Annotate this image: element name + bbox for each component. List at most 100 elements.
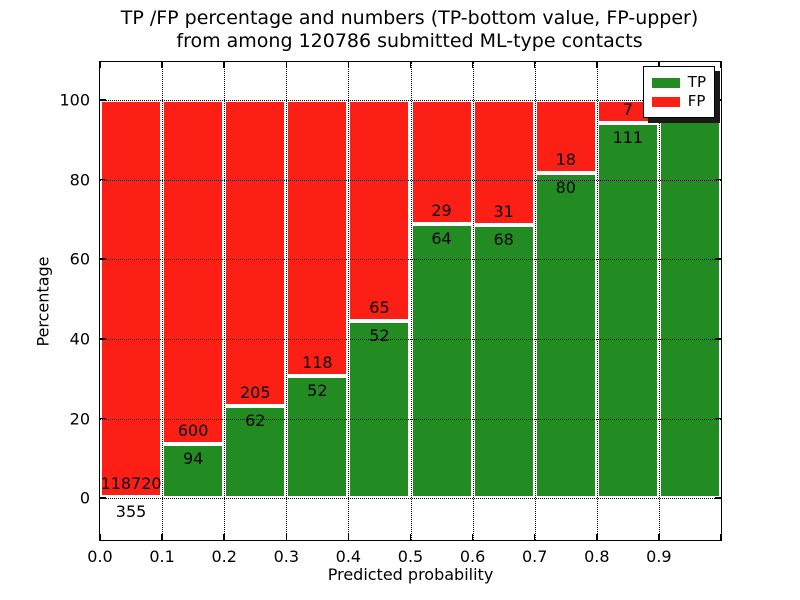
legend-item-tp: TP — [651, 73, 706, 91]
bar-segment-fp — [162, 99, 225, 445]
y-tick-mark — [715, 417, 721, 420]
x-tick-mark — [596, 534, 598, 540]
x-tick-mark — [99, 62, 101, 68]
grid-line-vertical — [286, 62, 288, 540]
grid-line-horizontal — [100, 179, 721, 181]
grid-line-vertical — [162, 62, 164, 540]
y-tick-mark — [715, 338, 721, 340]
x-tick-mark — [720, 62, 722, 68]
bar-segment-fp — [100, 99, 163, 497]
y-tick-label: 60 — [69, 249, 90, 269]
x-tick-mark — [347, 62, 350, 68]
y-tick-mark — [100, 178, 106, 181]
x-tick-label: 0.4 — [335, 547, 362, 566]
bar-segment-fp — [348, 99, 411, 322]
y-tick-mark — [100, 338, 106, 340]
chart-title-line2: from among 120786 submitted ML-type cont… — [176, 30, 643, 52]
legend-label-tp: TP — [687, 73, 706, 91]
legend-swatch-fp — [651, 96, 680, 107]
y-tick-label: 80 — [69, 170, 90, 189]
bar-segment-tp — [286, 376, 349, 499]
grid-line-vertical — [348, 62, 350, 540]
x-tick-mark — [347, 534, 350, 540]
tp-count-label: 355 — [115, 501, 147, 521]
y-tick-label: 0 — [79, 488, 90, 508]
bar-segment-tp — [658, 99, 721, 499]
grid-line-horizontal — [100, 259, 721, 261]
y-tick-mark — [100, 497, 106, 499]
x-tick-label: 0.3 — [273, 547, 300, 566]
x-tick-mark — [658, 534, 660, 540]
legend-item-fp: FP — [651, 92, 706, 110]
legend-label-fp: FP — [687, 92, 706, 110]
bar-segment-fp — [410, 99, 473, 225]
x-tick-mark — [223, 534, 225, 540]
grid-line-vertical — [410, 62, 412, 540]
legend: TP FP — [642, 66, 715, 118]
x-tick-label: 0.8 — [584, 547, 610, 566]
x-tick-mark — [285, 62, 288, 68]
fp-count-label: 205 — [239, 382, 271, 402]
fp-count-label: 7 — [622, 100, 633, 120]
y-tick-mark — [100, 258, 106, 260]
x-tick-mark — [285, 534, 288, 540]
x-tick-mark — [161, 62, 163, 68]
x-tick-mark — [99, 534, 101, 540]
plot-area: Predicted probability Percentage TP FP 0.… — [34, 61, 722, 584]
x-axis-label: Predicted probability — [327, 565, 494, 584]
grid-line-horizontal — [100, 498, 721, 500]
x-tick-mark — [409, 534, 412, 540]
bar-segment-fp — [472, 99, 535, 225]
x-tick-label: 0.2 — [211, 547, 237, 566]
x-tick-label: 0.9 — [646, 547, 672, 566]
x-tick-label: 0.7 — [521, 547, 548, 566]
fp-count-label: 65 — [369, 298, 390, 318]
y-tick-mark — [715, 258, 721, 260]
x-tick-mark — [658, 62, 660, 68]
x-tick-mark — [471, 62, 474, 68]
grid-line-horizontal — [100, 99, 721, 101]
tp-count-label: 62 — [245, 410, 266, 430]
x-tick-mark — [533, 62, 536, 68]
x-tick-mark — [720, 534, 722, 540]
grid-line-vertical — [224, 62, 226, 540]
tp-count-label: 80 — [555, 178, 576, 197]
x-tick-mark — [409, 62, 412, 68]
fp-count-label: 118720 — [100, 473, 162, 493]
fp-count-label: 600 — [177, 421, 209, 441]
tp-count-label: 52 — [369, 326, 390, 346]
y-tick-mark — [100, 99, 106, 101]
x-tick-label: 0.0 — [87, 547, 113, 566]
x-tick-mark — [471, 534, 474, 540]
x-tick-mark — [596, 62, 598, 68]
x-tick-mark — [533, 534, 536, 540]
tp-count-label: 68 — [493, 229, 514, 249]
bar-segment-fp — [534, 99, 597, 173]
bar-segment-tp — [224, 405, 287, 499]
bar-segment-tp — [162, 444, 225, 499]
bar-segment-tp — [596, 123, 659, 499]
fp-count-label: 31 — [493, 201, 514, 221]
bar-segment-fp — [286, 99, 349, 377]
tp-count-label: 64 — [431, 229, 452, 249]
y-tick-label: 20 — [69, 409, 90, 428]
tp-count-label: 94 — [182, 449, 204, 469]
bar-segment-tp — [472, 224, 535, 499]
bar-segment-fp — [224, 99, 287, 406]
tp-count-label: 111 — [612, 128, 644, 148]
legend-swatch-tp — [651, 77, 680, 88]
grid-line-horizontal — [100, 338, 721, 340]
grid-line-vertical — [534, 62, 536, 540]
x-tick-label: 0.6 — [459, 547, 486, 566]
tp-count-label: 52 — [307, 381, 328, 401]
x-tick-label: 0.5 — [397, 547, 424, 566]
grid-line-horizontal — [100, 418, 721, 420]
chart-title-line1: TP /FP percentage and numbers (TP-bottom… — [120, 7, 699, 29]
fp-count-label: 18 — [555, 150, 576, 169]
bar-segment-tp — [534, 173, 597, 499]
bar-segment-tp — [348, 321, 411, 499]
fp-count-label: 29 — [431, 201, 452, 221]
y-tick-label: 100 — [59, 90, 90, 110]
y-tick-mark — [100, 417, 106, 420]
